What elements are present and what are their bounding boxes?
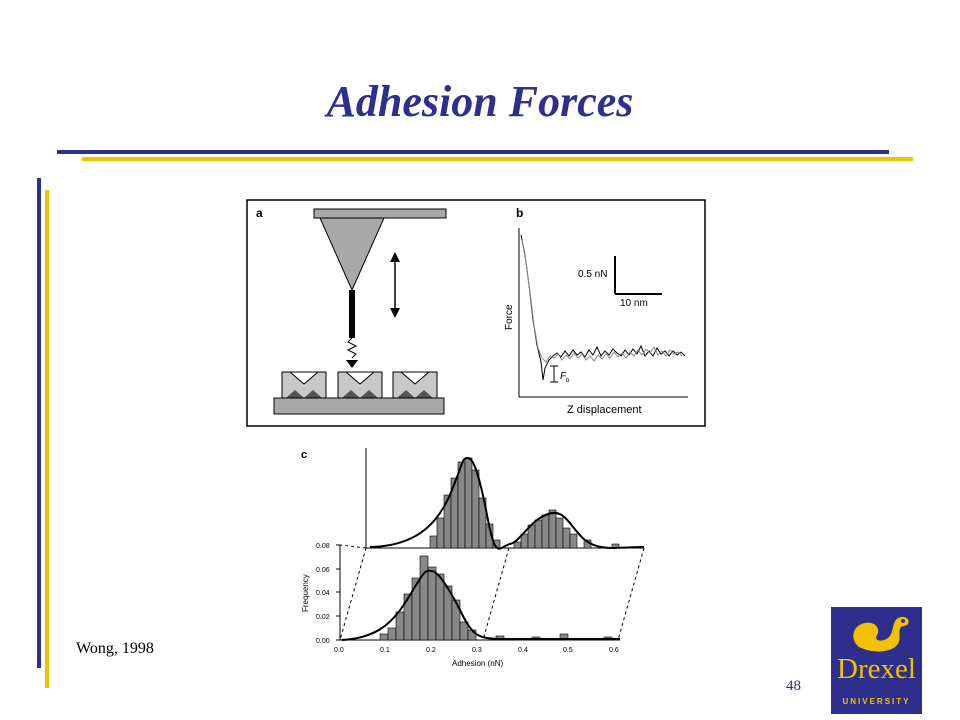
xtick-label: 0.3 bbox=[472, 647, 482, 654]
title-rule-gold bbox=[82, 157, 913, 161]
panel-a-label: a bbox=[256, 206, 263, 220]
xtick-label: 0.0 bbox=[334, 647, 344, 654]
xtick-label: 0.4 bbox=[518, 647, 528, 654]
hist-ylabel: Frequency bbox=[301, 574, 310, 612]
fb-label: F bbox=[560, 371, 567, 382]
hist-xlabel: Adhesion (nN) bbox=[452, 659, 503, 668]
ytick-label: 0.02 bbox=[316, 614, 330, 621]
page-number: 48 bbox=[786, 678, 801, 694]
force-curve-plot: 0.5 nN 10 nm F b Force Z displacement bbox=[504, 228, 688, 416]
force-axis-label: Force bbox=[504, 304, 515, 330]
z-axis-label: Z displacement bbox=[567, 404, 642, 416]
logo-wordmark: Drexel bbox=[837, 653, 916, 685]
dragon-icon bbox=[853, 616, 909, 652]
adhesion-histogram: c bbox=[301, 448, 645, 668]
ytick-label: 0.08 bbox=[316, 543, 330, 550]
side-bar-gold bbox=[45, 190, 49, 688]
side-bar-blue bbox=[37, 178, 41, 668]
xtick-label: 0.6 bbox=[609, 647, 619, 654]
afm-schematic bbox=[273, 208, 447, 415]
title-rule-blue bbox=[57, 150, 889, 154]
ytick-label: 0.06 bbox=[316, 567, 330, 574]
logo-subtitle: UNIVERSITY bbox=[842, 697, 911, 706]
xtick-label: 0.5 bbox=[563, 647, 573, 654]
lower-histogram bbox=[336, 544, 620, 641]
university-logo: Drexel UNIVERSITY bbox=[831, 607, 922, 714]
scale-force-label: 0.5 nN bbox=[578, 269, 607, 280]
xtick-label: 0.2 bbox=[426, 647, 436, 654]
fb-subscript: b bbox=[566, 378, 570, 384]
citation: Wong, 1998 bbox=[76, 640, 154, 657]
ytick-label: 0.04 bbox=[316, 590, 330, 597]
xtick-label: 0.1 bbox=[380, 647, 390, 654]
ytick-label: 0.00 bbox=[316, 638, 330, 645]
upper-histogram bbox=[365, 448, 645, 550]
panel-b-label: b bbox=[516, 206, 523, 220]
slide-title: Adhesion Forces bbox=[326, 77, 634, 126]
panel-c-label: c bbox=[301, 449, 307, 461]
scale-distance-label: 10 nm bbox=[620, 298, 648, 309]
